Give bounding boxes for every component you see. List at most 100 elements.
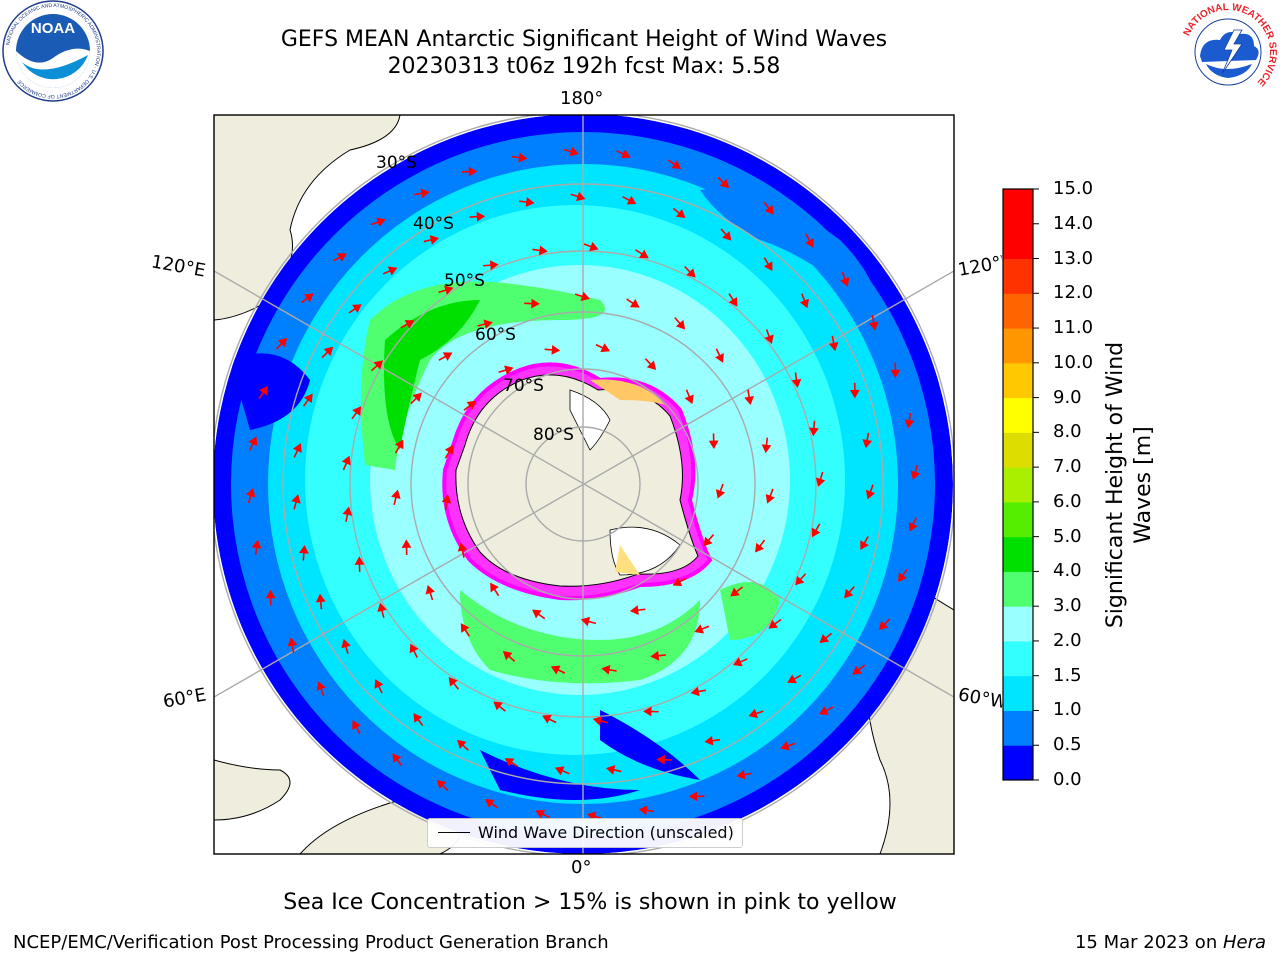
- wave-direction-arrowhead: [490, 582, 499, 593]
- wave-direction-arrowhead: [352, 304, 362, 314]
- wave-direction-arrowhead: [860, 540, 869, 550]
- wave-direction-arrowhead: [436, 779, 447, 790]
- wave-direction-arrowhead: [404, 320, 415, 329]
- colorbar-segment: [1003, 745, 1033, 781]
- wave-direction-arrowhead: [768, 619, 779, 629]
- wave-direction-arrowhead: [466, 400, 477, 410]
- legend-label: Wind Wave Direction (unscaled): [478, 823, 734, 842]
- colorbar-tick-label: 11.0: [1053, 317, 1094, 339]
- wave-direction-arrowhead: [722, 231, 732, 241]
- wave-direction-arrowhead: [620, 149, 631, 159]
- footer-credit: NCEP/EMC/Verification Post Processing Pr…: [13, 932, 609, 953]
- wave-direction-arrowhead: [316, 681, 326, 691]
- wave-direction-arrowhead: [868, 321, 879, 331]
- wave-direction-arrowhead: [352, 720, 361, 730]
- wave-direction-arrowhead: [265, 589, 276, 599]
- wave-direction-arrowhead: [811, 527, 821, 538]
- wave-direction-arrowhead: [764, 334, 774, 345]
- colorbar-tick-label: 3.0: [1053, 595, 1082, 617]
- wave-direction-arrowhead: [795, 575, 805, 586]
- colorbar-frame: [1002, 188, 1034, 781]
- wave-direction-arrowhead: [337, 253, 347, 262]
- wind-wave-arrows: [245, 146, 921, 822]
- wave-direction-arrowhead: [908, 521, 918, 532]
- wave-direction-arrowhead: [484, 799, 495, 808]
- lat-label-40s: 40°S: [413, 214, 454, 234]
- wave-direction-arrowhead: [354, 556, 365, 565]
- colorbar-tick-label: 15.0: [1053, 178, 1094, 199]
- wave-direction-arrowhead: [518, 152, 528, 163]
- wave-direction-arrowhead: [815, 477, 826, 487]
- colorbar-segment: [1003, 328, 1033, 364]
- lat-label-50s: 50°S: [444, 271, 485, 291]
- wave-direction-arrowhead: [291, 494, 301, 504]
- lon-label-180: 180°: [560, 88, 604, 109]
- colorbar-segment: [1003, 432, 1033, 468]
- wave-direction-arrowhead: [748, 708, 758, 719]
- wave-direction-arrowhead: [852, 665, 862, 675]
- wave-direction-arrowhead: [728, 296, 738, 307]
- footer-date: 15 Mar 2023 on Hera: [1074, 932, 1266, 953]
- wave-direction-arrowhead: [315, 593, 326, 603]
- colorbar-segment: [1003, 189, 1033, 225]
- colorbar-tick-label: 2.0: [1053, 629, 1082, 651]
- noaa-logo: NOAA NATIONAL OCEANIC AND ATMOSPHERIC AD…: [2, 0, 104, 102]
- wave-direction-arrowhead: [377, 602, 387, 613]
- colorbar-tick-label: 1.0: [1053, 699, 1082, 721]
- wave-direction-arrowhead: [675, 319, 686, 330]
- colorbar-tick-label: 10.0: [1053, 351, 1094, 373]
- wave-direction-arrowhead: [551, 344, 561, 355]
- colorbar-tick-label: 5.0: [1053, 525, 1082, 547]
- colorbar-tick-label: 13.0: [1053, 247, 1094, 269]
- wave-direction-arrowhead: [672, 577, 683, 586]
- wave-direction-arrowhead: [780, 741, 790, 751]
- wave-direction-arrowhead: [708, 440, 719, 450]
- wave-direction-arrowhead: [457, 542, 468, 552]
- wave-direction-arrowhead: [703, 536, 713, 547]
- wave-direction-arrowhead: [828, 342, 839, 352]
- wave-direction-arrowhead: [412, 392, 422, 403]
- lat-label-80s: 80°S: [533, 425, 574, 445]
- wave-direction-arrowhead: [638, 249, 649, 259]
- wave-direction-arrowhead: [675, 209, 686, 219]
- wave-direction-arrowhead: [483, 319, 493, 329]
- wave-direction-arrowhead: [580, 291, 590, 302]
- colorbar-tick-label: 7.0: [1053, 456, 1082, 478]
- colorbar-segment: [1003, 536, 1033, 572]
- wave-direction-arrowhead: [444, 444, 454, 455]
- wave-direction-arrowhead: [476, 211, 486, 222]
- wave-direction-arrowhead: [580, 616, 591, 627]
- colorbar-ticks: [1033, 188, 1039, 781]
- wave-direction-arrowhead: [840, 277, 850, 287]
- wave-direction-arrowhead: [606, 765, 616, 775]
- wave-direction-arrowhead: [409, 643, 419, 654]
- wave-direction-arrowhead: [587, 811, 597, 822]
- colorbar-segment: [1003, 258, 1033, 294]
- wave-direction-arrowhead: [629, 605, 639, 615]
- wave-direction-arrowhead: [910, 470, 921, 480]
- wave-direction-arrowhead: [715, 353, 724, 363]
- colorbar-tick-label: 6.0: [1053, 490, 1082, 512]
- wave-direction-arrowhead: [865, 489, 876, 500]
- wave-direction-arrowhead: [819, 706, 829, 715]
- wave-direction-arrowhead: [601, 664, 611, 675]
- wave-direction-arrowhead: [429, 235, 439, 245]
- wave-direction-arrowhead: [890, 369, 901, 379]
- wave-direction-arrowhead: [292, 443, 302, 453]
- wave-direction-arrowhead: [394, 439, 404, 450]
- wave-direction-arrowhead: [805, 238, 814, 248]
- wave-direction-arrowhead: [245, 488, 256, 498]
- colorbar-tick-label: 14.0: [1053, 212, 1094, 234]
- wave-direction-arrowhead: [442, 352, 453, 361]
- wave-direction-arrowhead: [391, 489, 401, 499]
- map-panel: 30°S 40°S 50°S 60°S 70°S 80°S: [214, 115, 954, 854]
- wave-direction-arrowhead: [493, 701, 503, 711]
- wave-direction-arrowhead: [589, 241, 599, 252]
- wave-direction-arrowhead: [809, 427, 819, 437]
- wave-direction-arrowhead: [656, 754, 665, 765]
- colorbar-segment: [1003, 640, 1033, 677]
- colorbar-tick-label: 9.0: [1053, 386, 1082, 408]
- wave-direction-arrowhead: [525, 197, 535, 207]
- wave-direction-arrowhead: [554, 766, 565, 776]
- wave-direction-arrowhead: [504, 758, 515, 767]
